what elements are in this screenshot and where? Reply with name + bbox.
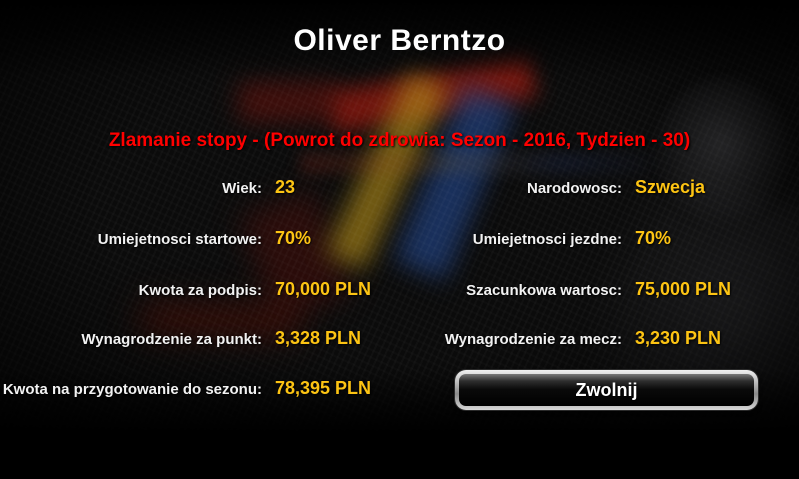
background-glow-red-left xyxy=(238,82,338,122)
start-skill-value: 70% xyxy=(275,228,312,248)
nationality-label: Narodowosc: xyxy=(526,180,622,197)
page-title: Oliver Berntzo xyxy=(293,24,506,57)
background-speed-streak xyxy=(300,152,670,174)
signing-fee-value: 70,000 PLN xyxy=(275,279,372,299)
season-prep-value: 78,395 PLN xyxy=(275,378,372,398)
stat-cell-estimated-value: Szacunkowa wartosc: 75,000 PLN xyxy=(399,279,799,300)
stat-cell-age: Wiek: 23 xyxy=(0,177,399,198)
stat-cell-season-prep: Kwota na przygotowanie do sezonu: 78,395… xyxy=(0,378,399,399)
stat-cell-start-skill: Umiejetnosci startowe: 70% xyxy=(0,228,399,249)
signing-fee-label: Kwota za podpis: xyxy=(138,282,262,299)
nationality-value: Szwecja xyxy=(635,177,706,197)
release-button-label: Zwolnij xyxy=(459,374,754,406)
age-label: Wiek: xyxy=(222,180,262,197)
start-skill-label: Umiejetnosci startowe: xyxy=(97,231,262,248)
riding-skill-value: 70% xyxy=(635,228,672,248)
season-prep-label: Kwota na przygotowanie do sezonu: xyxy=(2,381,262,398)
background-stripe-maroon xyxy=(238,189,352,321)
rider-silhouette-body xyxy=(548,159,799,479)
injury-status: Zlamanie stopy - (Powrot do zdrowia: Sez… xyxy=(108,130,691,151)
per-match-wage-label: Wynagrodzenie za mecz: xyxy=(444,331,622,348)
age-value: 23 xyxy=(275,177,296,197)
per-point-wage-value: 3,328 PLN xyxy=(275,328,362,348)
estimated-value-label: Szacunkowa wartosc: xyxy=(466,282,622,299)
stat-row: Kwota na przygotowanie do sezonu: 78,395… xyxy=(0,378,799,399)
release-button[interactable]: Zwolnij xyxy=(455,370,758,410)
per-point-wage-label: Wynagrodzenie za punkt: xyxy=(81,331,262,348)
stat-row: Wynagrodzenie za punkt: 3,328 PLN Wynagr… xyxy=(0,328,799,349)
stat-row: Wiek: 23 Narodowosc: Szwecja xyxy=(0,177,799,198)
stat-cell-per-match-wage: Wynagrodzenie za mecz: 3,230 PLN xyxy=(399,328,799,349)
stat-row: Kwota za podpis: 70,000 PLN Szacunkowa w… xyxy=(0,279,799,300)
background-stripe-red xyxy=(327,56,538,134)
per-match-wage-value: 3,230 PLN xyxy=(635,328,722,348)
estimated-value-value: 75,000 PLN xyxy=(635,279,732,299)
stat-cell-per-point-wage: Wynagrodzenie za punkt: 3,328 PLN xyxy=(0,328,399,349)
stat-cell-signing-fee: Kwota za podpis: 70,000 PLN xyxy=(0,279,399,300)
stat-cell-riding-skill: Umiejetnosci jezdne: 70% xyxy=(399,228,799,249)
stat-cell-nationality: Narodowosc: Szwecja xyxy=(399,177,799,198)
stat-row: Umiejetnosci startowe: 70% Umiejetnosci … xyxy=(0,228,799,249)
riding-skill-label: Umiejetnosci jezdne: xyxy=(472,231,622,248)
